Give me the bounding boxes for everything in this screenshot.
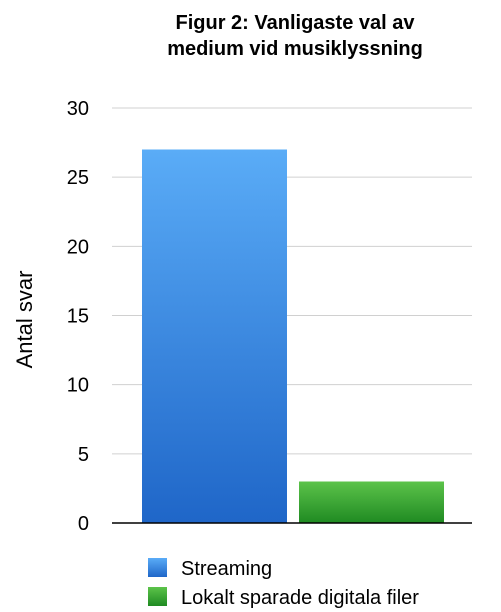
chart-title-line-2: medium vid musiklyssning — [167, 38, 423, 60]
bar-lokalt-sparade — [299, 481, 444, 523]
legend-label: Lokalt sparade digitala filer — [181, 587, 419, 609]
bars — [142, 149, 444, 523]
legend: Streaming Lokalt sparade digitala filer — [148, 558, 419, 609]
y-axis-label: Antal svar — [12, 271, 37, 369]
legend-swatch — [148, 587, 167, 606]
y-axis-ticks: 0 5 10 15 20 25 30 — [67, 98, 89, 535]
y-tick-label: 0 — [78, 513, 89, 535]
legend-label: Streaming — [181, 558, 272, 580]
legend-swatch — [148, 558, 167, 577]
y-tick-label: 10 — [67, 375, 89, 397]
y-tick-label: 20 — [67, 236, 89, 258]
bar-streaming — [142, 149, 287, 523]
chart-title: Figur 2: Vanligaste val av medium vid mu… — [95, 10, 495, 62]
y-tick-label: 30 — [67, 98, 89, 120]
chart-title-line-1: Figur 2: Vanligaste val av — [175, 12, 415, 34]
y-tick-label: 15 — [67, 306, 89, 328]
y-tick-label: 25 — [67, 167, 89, 189]
y-tick-label: 5 — [78, 444, 89, 466]
